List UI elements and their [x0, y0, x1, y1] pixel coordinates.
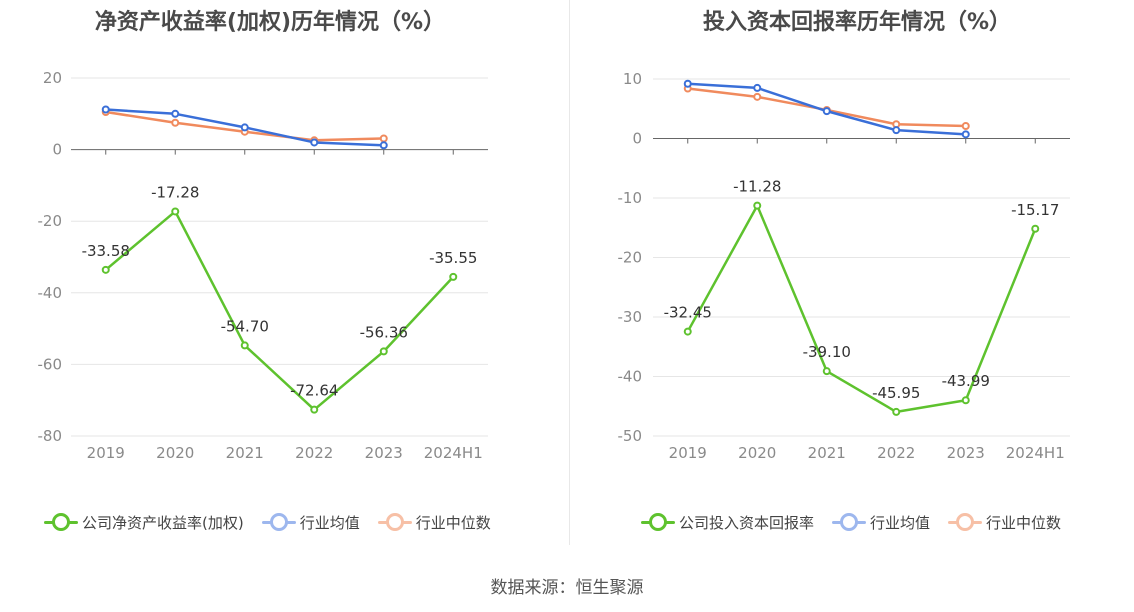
data-point [310, 138, 319, 147]
data-label: -11.28 [733, 178, 781, 196]
y-tick-label: 0 [52, 141, 62, 159]
y-tick-label: -40 [38, 284, 63, 302]
legend-item-company-roe[interactable]: 公司净资产收益率(加权) [44, 512, 244, 533]
legend-label: 行业均值 [299, 513, 360, 532]
data-point [101, 105, 110, 114]
data-point [171, 109, 180, 118]
legend-item-industry-avg[interactable]: 行业均值 [261, 512, 360, 533]
legend-roe: 公司净资产收益率(加权) 行业均值 行业中位数 [44, 510, 509, 534]
data-label: -32.45 [664, 304, 712, 322]
legend-item-industry-median[interactable]: 行业中位数 [377, 512, 491, 533]
data-label: -33.58 [82, 242, 130, 260]
y-tick-label: -30 [618, 308, 643, 326]
data-label: -45.95 [872, 384, 920, 402]
data-point [171, 207, 180, 216]
chart-title-roic: 投入资本回报率历年情况（%） [702, 10, 1012, 35]
data-point [171, 118, 180, 127]
y-tick-label: -50 [618, 427, 643, 445]
data-label: -56.36 [360, 323, 408, 341]
data-label: -17.28 [151, 183, 199, 201]
legend-line-marker-icon [377, 512, 412, 532]
data-label: -15.17 [1011, 201, 1059, 219]
x-tick-label: 2020 [738, 444, 776, 462]
data-point [379, 347, 388, 356]
data-point [240, 123, 249, 132]
legend-line-marker-icon [641, 512, 675, 532]
x-tick-label: 2023 [365, 444, 403, 462]
data-point [753, 201, 762, 210]
x-tick-label: 2022 [877, 444, 915, 462]
series-line-0 [686, 204, 1037, 414]
data-label: -39.10 [803, 343, 851, 361]
y-tick-label: -20 [38, 212, 63, 230]
data-label: -43.99 [942, 372, 990, 390]
data-point [822, 107, 831, 116]
x-tick-label: 2023 [947, 444, 985, 462]
data-label: -54.70 [221, 317, 269, 335]
legend-line-marker-icon [261, 512, 296, 532]
x-tick-label: 2020 [156, 444, 194, 462]
x-tick-label: 2021 [226, 444, 264, 462]
data-point [310, 405, 319, 414]
x-tick-label: 2024H1 [1006, 444, 1065, 462]
series-line-0 [104, 210, 455, 411]
data-point [961, 130, 970, 139]
data-point [961, 122, 970, 131]
data-point [1031, 224, 1040, 233]
y-tick-label: 0 [632, 130, 642, 148]
data-point [240, 341, 249, 350]
legend-label: 公司净资产收益率(加权) [82, 513, 244, 532]
data-source: 数据来源：恒生聚源 [490, 578, 644, 598]
y-tick-label: -20 [618, 249, 643, 267]
x-tick-label: 2024H1 [424, 444, 483, 462]
data-point [379, 141, 388, 150]
chart-divider [569, 0, 570, 545]
data-label: -35.55 [429, 249, 477, 267]
data-point [822, 367, 831, 376]
legend-item-industry-avg[interactable]: 行业均值 [832, 512, 930, 533]
chart-title-roe: 净资产收益率(加权)历年情况（%） [94, 10, 446, 35]
y-tick-label: 10 [623, 70, 642, 88]
legend-line-marker-icon [44, 512, 78, 532]
data-point [683, 327, 692, 336]
data-point [961, 396, 970, 405]
legend-label: 行业均值 [870, 513, 931, 532]
data-point [892, 126, 901, 135]
legend-label: 行业中位数 [986, 513, 1062, 532]
x-tick-label: 2022 [295, 444, 333, 462]
legend-item-industry-median[interactable]: 行业中位数 [948, 512, 1061, 533]
legend-line-marker-icon [948, 512, 983, 532]
data-point [753, 92, 762, 101]
data-point [101, 265, 110, 274]
chart-1: 10 0 -10 -20 -30 -40 -50 2019 2020 2021 2022 2023 20… [618, 70, 1070, 462]
data-label: -72.64 [290, 382, 338, 400]
legend-label: 行业中位数 [415, 513, 491, 532]
y-tick-label: -10 [618, 189, 643, 207]
x-tick-label: 2019 [87, 444, 125, 462]
legend-roic: 公司投入资本回报率 行业均值 行业中位数 [641, 510, 1079, 534]
y-tick-label: -80 [38, 427, 63, 445]
data-point [379, 134, 388, 143]
legend-line-marker-icon [832, 512, 867, 532]
y-tick-label: -40 [618, 368, 643, 386]
data-point [683, 79, 692, 88]
legend-item-company-roic[interactable]: 公司投入资本回报率 [641, 512, 814, 533]
data-point [449, 272, 458, 281]
x-tick-label: 2021 [808, 444, 846, 462]
data-point [892, 407, 901, 416]
chart-0: 20 0 -20 -40 -60 -80 2019 2020 2021 2022 2023 2024H… [38, 69, 488, 462]
y-tick-label: 20 [43, 69, 62, 87]
y-tick-label: -60 [38, 355, 63, 373]
legend-label: 公司投入资本回报率 [679, 513, 815, 532]
data-point [753, 83, 762, 92]
x-tick-label: 2019 [669, 444, 707, 462]
